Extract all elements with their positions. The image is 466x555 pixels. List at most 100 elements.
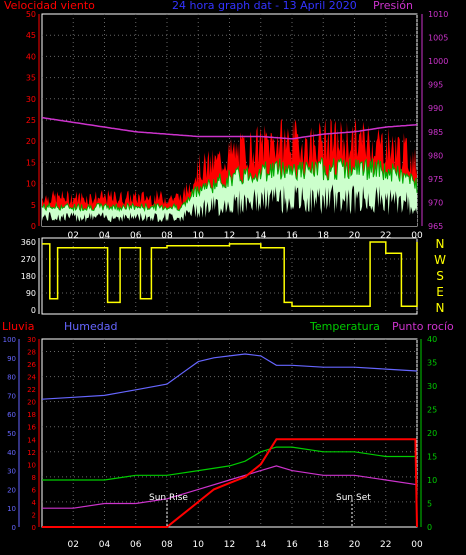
y-tick-label: 15	[26, 158, 36, 167]
y-tick-label: 970	[428, 198, 443, 207]
pressure-right-axis: 965 970 975 980 985 990 995 1000 1005 1010	[421, 10, 448, 231]
rain-tick: 0	[32, 524, 36, 532]
y-tick-label: 980	[428, 151, 443, 160]
humidity-tick: 0	[12, 524, 16, 532]
direction-axis: 0 90 180 270 360	[21, 238, 40, 315]
y-tick-label: 1010	[428, 10, 448, 19]
y-tick-label: 35	[26, 74, 36, 83]
rain-tick: 18	[27, 411, 36, 419]
wind-calm-area	[42, 184, 417, 226]
x-tick-label: 20	[349, 231, 361, 241]
direction-letter: N	[436, 237, 445, 251]
wind-x-axis: 02 04 06 08 10 12 14 16 18 20 22 00	[68, 231, 423, 241]
x-tick-label: 12	[224, 231, 235, 241]
direction-letter: E	[436, 285, 444, 299]
y-tick-label: 270	[21, 255, 36, 264]
bottom-grid	[42, 339, 418, 527]
pressure-line	[41, 116, 418, 140]
rain-tick: 14	[27, 436, 36, 444]
direction-grid	[42, 238, 418, 314]
humidity-tick: 30	[7, 468, 16, 476]
direction-series	[42, 241, 418, 307]
temperature-tick: 20	[427, 429, 437, 438]
y-tick-label: 90	[26, 289, 36, 298]
direction-line	[42, 241, 418, 307]
y-tick-label: 1000	[428, 57, 448, 66]
y-tick-label: 995	[428, 81, 443, 90]
wind-average-line	[41, 156, 418, 213]
x-tick-label: 00	[411, 540, 423, 550]
humidity-tick: 90	[7, 355, 16, 363]
x-tick-label: 04	[99, 540, 111, 550]
rain-tick: 30	[27, 336, 36, 344]
humidity-tick: 70	[7, 392, 16, 400]
humidity-line	[41, 353, 418, 400]
y-tick-label: 975	[428, 175, 443, 184]
rain-tick: 24	[27, 374, 36, 382]
temperature-tick: 40	[427, 335, 437, 344]
dewpoint-line	[42, 465, 418, 509]
wind-series	[41, 116, 418, 226]
rain-label: Lluvia	[2, 320, 34, 333]
x-tick-label: 16	[286, 231, 298, 241]
y-tick-label: 10	[26, 180, 36, 189]
x-tick-label: 02	[68, 231, 79, 241]
temperature-tick: 0	[427, 523, 432, 532]
y-tick-label: 40	[26, 52, 36, 61]
rain-tick: 10	[27, 461, 36, 469]
y-tick-label: 25	[26, 116, 36, 125]
x-tick-label: 06	[130, 540, 142, 550]
temperature-line	[42, 446, 417, 481]
rain-tick: 4	[32, 499, 37, 507]
humidity-tick: 50	[7, 430, 16, 438]
y-tick-label: 50	[26, 10, 36, 19]
x-tick-label: 08	[161, 540, 173, 550]
humidity-tick: 10	[7, 505, 16, 513]
y-tick-label: 990	[428, 104, 443, 113]
temperature-tick: 10	[427, 476, 437, 485]
rain-line	[42, 438, 418, 528]
rain-tick: 20	[27, 399, 36, 407]
x-tick-label: 14	[255, 231, 267, 241]
humidity-label: Humedad	[64, 320, 117, 333]
y-tick-label: 0	[31, 306, 36, 315]
temperature-tick: 25	[427, 406, 437, 415]
direction-letter: S	[436, 269, 444, 283]
y-tick-label: 30	[26, 95, 36, 104]
y-tick-label: 965	[428, 222, 443, 231]
header-title: 24 hora graph dat - 13 April 2020	[172, 0, 357, 12]
bottom-axes: 0102030405060708090100024681012141618202…	[3, 335, 438, 532]
x-tick-label: 22	[380, 540, 391, 550]
y-tick-label: 0	[31, 222, 36, 231]
rain-tick: 2	[32, 511, 36, 519]
direction-letter: W	[434, 253, 446, 267]
rain-tick: 26	[27, 361, 36, 369]
x-tick-label: 12	[224, 540, 235, 550]
humidity-tick: 20	[7, 486, 16, 494]
y-tick-label: 20	[26, 137, 36, 146]
wind-left-axis: 0 5 10 15 20 25 30 35 40 45 50	[26, 10, 40, 231]
y-tick-label: 5	[31, 201, 36, 210]
sunrise-label: Sun Rise	[149, 493, 188, 503]
temperature-tick: 35	[427, 359, 437, 368]
x-tick-label: 04	[99, 231, 111, 241]
x-tick-label: 08	[161, 231, 173, 241]
sunset-label: Sun Set	[336, 493, 371, 503]
humidity-tick: 40	[7, 449, 16, 457]
humidity-tick: 60	[7, 411, 16, 419]
header-wind-label: Velocidad viento	[4, 0, 95, 12]
header-pressure-label: Presión	[373, 0, 413, 12]
y-tick-label: 985	[428, 128, 443, 137]
rain-tick: 12	[27, 449, 36, 457]
x-tick-label: 06	[130, 231, 142, 241]
x-tick-label: 00	[411, 231, 423, 241]
x-tick-label: 22	[380, 231, 391, 241]
y-tick-label: 360	[21, 238, 36, 247]
dewpoint-label: Punto rocío	[392, 320, 454, 333]
direction-letter: N	[436, 301, 445, 315]
rain-tick: 6	[32, 486, 37, 494]
x-tick-label: 02	[68, 540, 79, 550]
y-tick-label: 1005	[428, 34, 448, 43]
